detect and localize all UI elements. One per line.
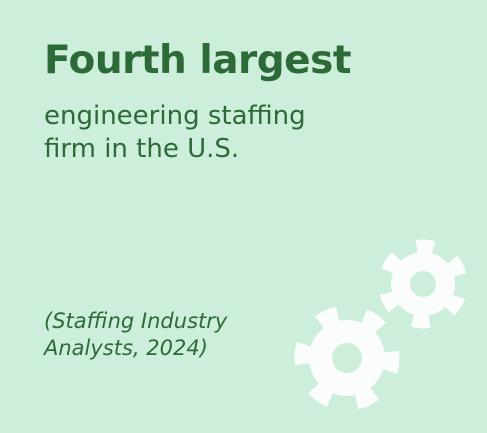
source-line: (Staffing Industry bbox=[44, 309, 228, 333]
small-gear bbox=[378, 239, 468, 329]
large-gear bbox=[294, 305, 400, 411]
source-line: Analysts, 2024) bbox=[44, 336, 208, 360]
title: Fourth largest bbox=[44, 38, 351, 83]
subtitle: engineering staffing firm in the U.S. bbox=[44, 100, 306, 166]
source: (Staffing Industry Analysts, 2024) bbox=[44, 308, 227, 362]
subtitle-line: firm in the U.S. bbox=[44, 134, 240, 164]
subtitle-line: engineering staffing bbox=[44, 101, 306, 131]
